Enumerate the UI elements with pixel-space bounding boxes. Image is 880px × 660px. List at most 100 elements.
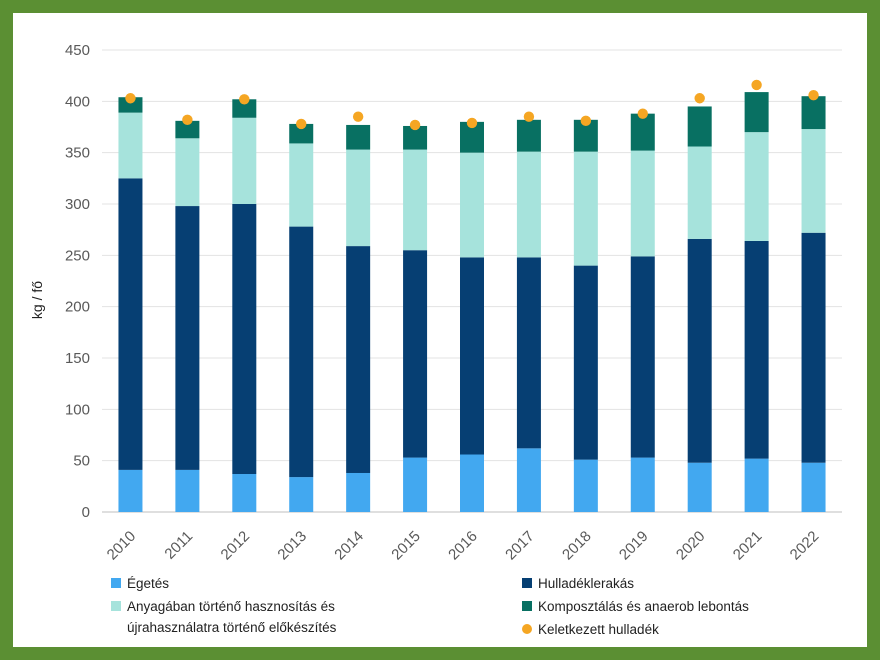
- bar-segment: [687, 106, 712, 147]
- total-point: [239, 94, 250, 105]
- bar-segment: [118, 178, 143, 470]
- x-tick-label: 2015: [388, 528, 424, 564]
- bar-segment: [403, 125, 428, 150]
- legend: Égetés Hulladéklerakás Anyagában történő h…: [111, 576, 749, 637]
- bar-segment: [630, 113, 655, 151]
- legend-marker: [522, 578, 532, 588]
- legend-label: Hulladéklerakás: [538, 576, 634, 591]
- bar-segment: [801, 232, 826, 463]
- y-tick-label: 250: [65, 247, 90, 264]
- bar-segment: [573, 459, 598, 512]
- x-tick-label: 2016: [445, 528, 481, 564]
- legend-item: Hulladéklerakás: [522, 576, 634, 591]
- bar-segment: [687, 146, 712, 239]
- total-point: [125, 93, 136, 104]
- total-point: [352, 111, 364, 122]
- x-tick-label: 2013: [274, 528, 310, 564]
- bar-segment: [346, 124, 371, 150]
- bar-segment: [289, 477, 314, 512]
- x-tick-label: 2021: [730, 528, 766, 564]
- bar-segment: [516, 257, 541, 449]
- x-tick-label: 2020: [673, 528, 709, 564]
- legend-item: Égetés: [111, 576, 169, 591]
- y-tick-label: 50: [73, 453, 90, 470]
- legend-label: Keletkezett hulladék: [538, 622, 659, 637]
- bar-segment: [403, 457, 428, 512]
- legend-marker: [111, 601, 121, 611]
- bar-segment: [403, 149, 428, 251]
- chart-panel: [13, 13, 867, 647]
- bar-segment: [289, 123, 314, 144]
- total-point: [409, 119, 421, 131]
- legend-label: Anyagában történő hasznosítás és: [127, 599, 335, 614]
- legend-item: Anyagában történő hasznosítás és újrahasz…: [111, 599, 337, 635]
- points: [125, 79, 819, 131]
- bar-segment: [460, 454, 484, 512]
- bar-segment: [175, 138, 200, 207]
- y-tick-label: 450: [65, 42, 90, 59]
- y-tick-label: 150: [65, 350, 90, 367]
- x-tick-label: 2012: [218, 528, 254, 564]
- total-point: [694, 93, 705, 104]
- bar-segment: [460, 152, 484, 258]
- legend-marker: [111, 578, 121, 588]
- bar-segment: [744, 458, 769, 512]
- bar-segment: [175, 206, 200, 470]
- bar-segment: [403, 250, 428, 458]
- legend-label: Égetés: [127, 576, 169, 591]
- bar-segment: [801, 462, 826, 512]
- y-tick-label: 200: [65, 299, 90, 316]
- bar-segment: [460, 257, 484, 455]
- y-tick-label: 400: [65, 93, 90, 110]
- bar-segment: [118, 469, 143, 512]
- bar-segment: [744, 240, 769, 459]
- y-tick-label: 0: [82, 504, 90, 521]
- bar-segment: [175, 120, 200, 139]
- bar-segment: [801, 129, 826, 233]
- bar-segment: [744, 92, 769, 133]
- x-axis-ticks: 2010 2011 2012 2013 2014 2015 2016 2017 2018 2019…: [104, 528, 823, 564]
- y-axis-label: kg / fő: [29, 281, 45, 319]
- bar-segment: [573, 151, 598, 266]
- bar-segment: [516, 119, 541, 152]
- bar-segment: [801, 96, 826, 130]
- y-axis-ticks: 0 50 100 150 200 250 300 350 400 450: [65, 42, 90, 521]
- total-point: [808, 89, 819, 101]
- bar-segment: [346, 149, 371, 247]
- legend-item: Komposztálás és anaerob lebontás: [522, 599, 749, 614]
- legend-marker: [522, 601, 532, 611]
- legend-marker: [522, 624, 532, 634]
- bar-segment: [232, 204, 257, 475]
- bar-segment: [232, 99, 257, 118]
- x-tick-label: 2017: [502, 528, 538, 564]
- x-tick-label: 2010: [104, 528, 140, 564]
- y-tick-label: 350: [65, 145, 90, 162]
- bar-segment: [630, 150, 655, 257]
- total-point: [296, 118, 307, 130]
- x-tick-label: 2019: [616, 528, 652, 564]
- total-point: [637, 108, 648, 119]
- y-tick-label: 300: [65, 196, 90, 213]
- bar-segment: [573, 265, 598, 460]
- x-tick-label: 2014: [331, 528, 367, 564]
- bar-segment: [630, 457, 655, 512]
- total-point: [523, 111, 535, 122]
- x-tick-label: 2018: [559, 528, 595, 564]
- bar-segment: [516, 151, 541, 258]
- legend-label: újrahasználatra történő előkészítés: [127, 620, 337, 635]
- bar-segment: [118, 97, 143, 113]
- total-point: [580, 115, 592, 127]
- bar-segment: [175, 469, 200, 512]
- bar-segment: [232, 117, 257, 204]
- x-tick-label: 2011: [161, 528, 196, 563]
- bar-segment: [516, 448, 541, 512]
- bar-segment: [289, 226, 314, 478]
- bar-segment: [118, 112, 143, 179]
- x-tick-label: 2022: [787, 528, 823, 564]
- total-point: [751, 79, 762, 91]
- bar-segment: [346, 472, 371, 512]
- legend-label: Komposztálás és anaerob lebontás: [538, 599, 749, 614]
- y-tick-label: 100: [65, 401, 90, 418]
- bar-segment: [232, 474, 257, 512]
